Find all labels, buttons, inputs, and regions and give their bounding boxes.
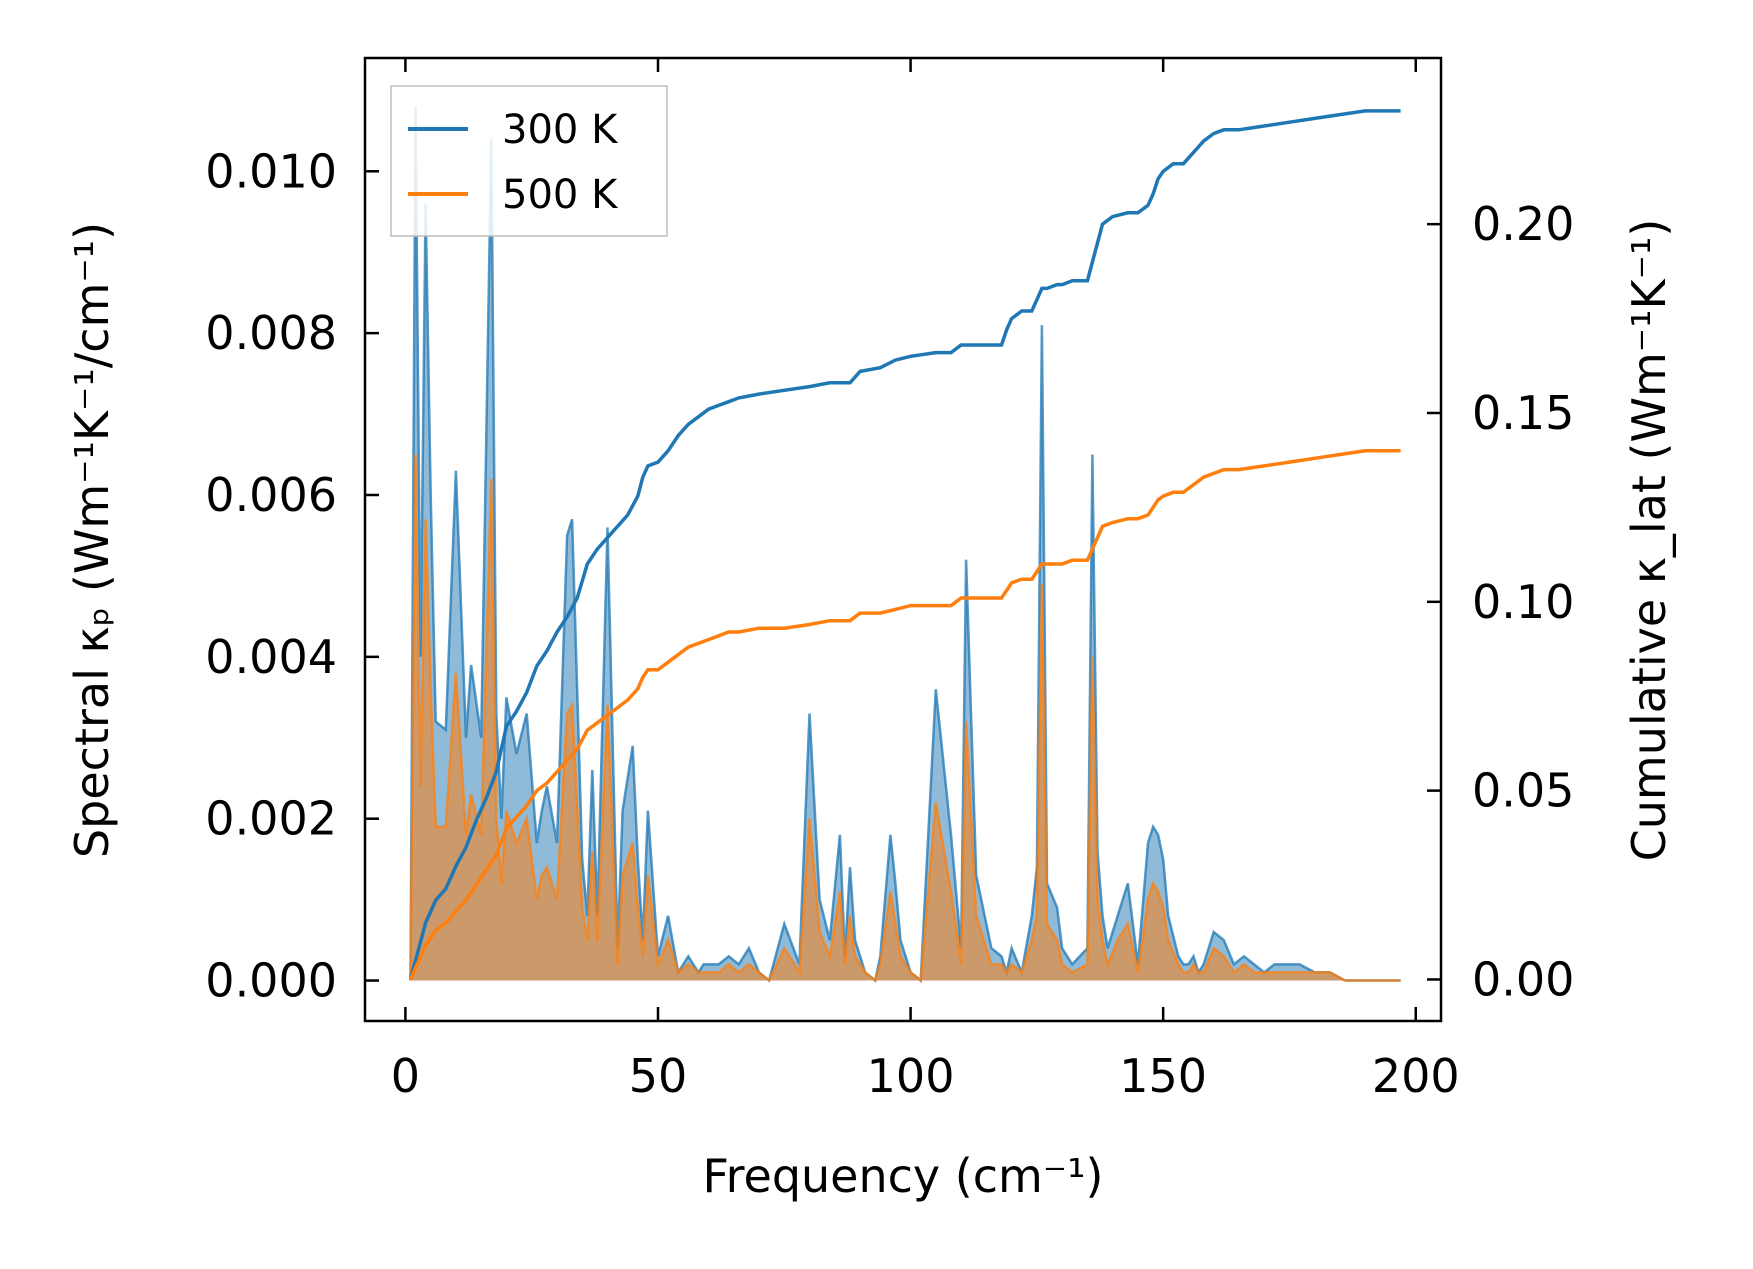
x-axis-title: Frequency (cm⁻¹) <box>703 1149 1104 1203</box>
x-tick-label: 150 <box>1119 1049 1207 1103</box>
plot-frame <box>363 56 1443 1023</box>
cumulative-line-500k <box>408 449 1401 981</box>
y-right-tick-label: 0.05 <box>1472 764 1574 818</box>
y-left-tick-label: 0.008 <box>205 306 337 360</box>
y-left-tick-label: 0.002 <box>205 792 337 846</box>
y-right-tick-label: 0.00 <box>1472 952 1574 1006</box>
spectral-area-500k <box>410 454 1401 981</box>
x-tick-label: 0 <box>391 1049 420 1103</box>
spectral-areas <box>409 106 1401 984</box>
legend-label-300k: 300 K <box>502 107 619 153</box>
axis-ticks: 0 50 100 150 200 0.000 0.002 0.004 0.006 0.008 0.0… <box>205 58 1574 1103</box>
y-left-tick-label: 0.004 <box>205 630 337 684</box>
legend-box <box>390 85 668 237</box>
y-left-tick-label: 0.006 <box>205 468 337 522</box>
cumulative-lines <box>408 109 1401 981</box>
y-axis-left-title: Spectral κₚ (Wm⁻¹K⁻¹/cm⁻¹) <box>65 222 119 858</box>
y-axis-right-title: Cumulative κ_lat (Wm⁻¹K⁻¹) <box>1622 219 1676 862</box>
cumulative-line-300k <box>408 109 1401 980</box>
y-left-tick-label: 0.000 <box>205 954 337 1008</box>
y-right-tick-label: 0.15 <box>1472 386 1574 440</box>
spectral-line-500k <box>409 454 1401 983</box>
x-tick-label: 50 <box>629 1049 688 1103</box>
legend: 300 K 500 K <box>390 85 668 237</box>
legend-label-500k: 500 K <box>502 172 619 218</box>
y-right-tick-label: 0.10 <box>1472 575 1574 629</box>
x-tick-label: 100 <box>867 1049 955 1103</box>
y-right-tick-label: 0.20 <box>1472 197 1574 251</box>
x-tick-label: 200 <box>1372 1049 1460 1103</box>
y-left-tick-label: 0.010 <box>205 144 337 198</box>
